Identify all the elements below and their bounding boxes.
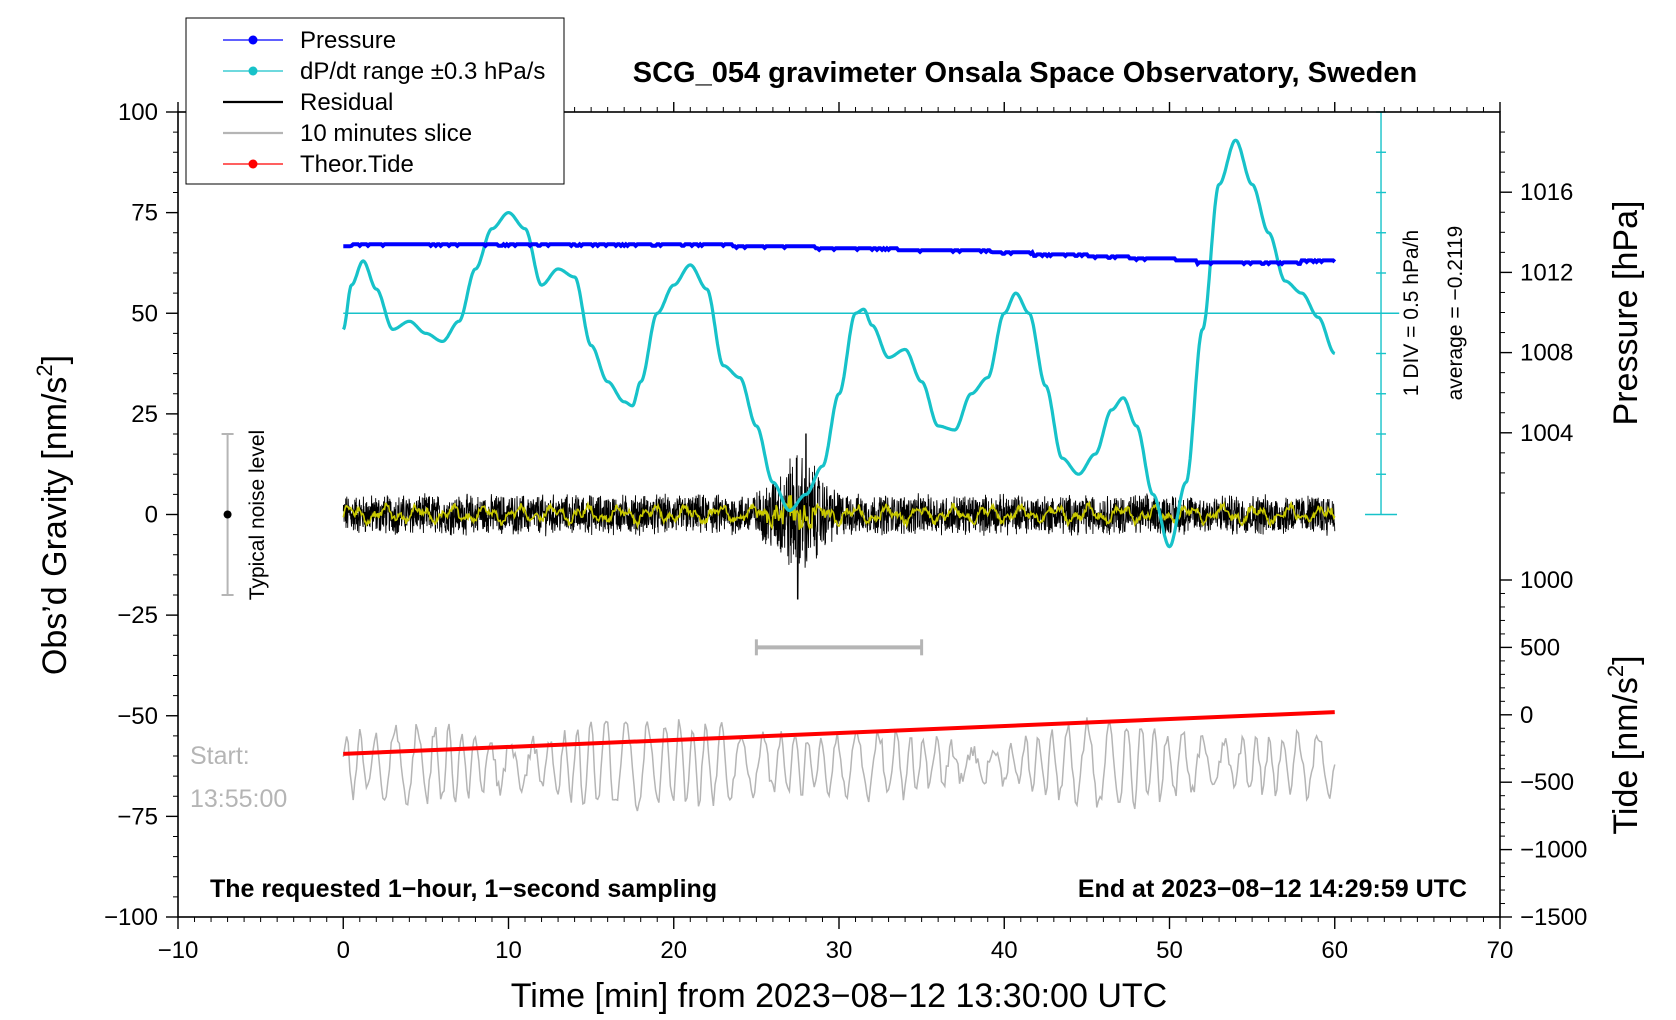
x-tick-label: 10: [495, 937, 522, 964]
legend-label: Theor.Tide: [300, 151, 414, 178]
y-tick-label: 75: [131, 200, 158, 227]
tide-tick-label: −1000: [1520, 837, 1587, 864]
y-axis-label-main: Obs’d Gravity [nm/s: [36, 377, 74, 676]
y-tick-label: −75: [117, 803, 158, 830]
start-time: 13:55:00: [190, 785, 287, 813]
pressure-tick-label: 1016: [1520, 179, 1573, 206]
tide-tick-label: 500: [1520, 634, 1560, 661]
y-axis-label-superscript: 2: [32, 364, 57, 376]
pressure-line: [343, 241, 1337, 268]
x-axis-label: Time [min] from 2023−08−12 13:30:00 UTC: [511, 977, 1167, 1015]
dpdt-average-label: average = −0.2119: [1444, 226, 1467, 401]
y-tick-label: −50: [117, 703, 158, 730]
y-tick-label: 100: [118, 99, 158, 126]
x-tick-label: 0: [337, 937, 350, 964]
y-tick-label: 0: [145, 502, 158, 529]
tide-tick-label: −1500: [1520, 904, 1587, 931]
x-tick-label: 50: [1156, 937, 1183, 964]
y-tick-label: −100: [104, 904, 158, 931]
pressure-tick-label: 1008: [1520, 340, 1573, 367]
legend-marker: [248, 35, 258, 45]
x-tick-label: 30: [826, 937, 853, 964]
noise-level-label: Typical noise level: [246, 430, 269, 600]
legend-label: Pressure: [300, 27, 396, 54]
y-axis-label: Obs’d Gravity [nm/s2]: [32, 355, 74, 675]
series-layer: [221, 111, 1400, 812]
legend-marker: [248, 66, 258, 76]
tide-axis-label-superscript: 2: [1603, 665, 1628, 677]
tide-tick-label: 1000: [1520, 567, 1573, 594]
pressure-axis-label: Pressure [hPa]: [1607, 201, 1645, 426]
legend: Pressure dP/dt range ±0.3 hPa/s Residual 10…: [185, 17, 565, 185]
y-tick-label: 25: [131, 401, 158, 428]
legend-marker: [248, 159, 258, 169]
x-tick-label: 60: [1321, 937, 1348, 964]
tide-tick-label: 0: [1520, 702, 1533, 729]
dpdt-line: [341, 138, 1336, 549]
legend-label: 10 minutes slice: [300, 120, 472, 147]
x-tick-label: 40: [991, 937, 1018, 964]
chart-title: SCG_054 gravimeter Onsala Space Observat…: [633, 57, 1417, 89]
tide-axis-label-main: Tide [nm/s: [1607, 677, 1645, 834]
start-label: Start:: [190, 742, 250, 770]
sampling-annotation: The requested 1−hour, 1−second sampling: [210, 875, 717, 903]
noise-center-dot: [223, 510, 232, 519]
x-tick-label: 70: [1487, 937, 1514, 964]
pressure-tick-label: 1004: [1520, 420, 1573, 447]
y-tick-label: −25: [117, 602, 158, 629]
tide-axis-label: Tide [nm/s2]: [1603, 655, 1645, 834]
end-time-annotation: End at 2023−08−12 14:29:59 UTC: [1078, 875, 1467, 903]
x-tick-label: −10: [158, 937, 199, 964]
dpdt-scale-label: 1 DIV = 0.5 hPa/h: [1400, 230, 1423, 396]
legend-label: Residual: [300, 89, 393, 116]
pressure-tick-label: 1012: [1520, 259, 1573, 286]
y-tick-label: 50: [131, 300, 158, 327]
residual-line: [342, 433, 1336, 600]
theoretical-tide-line: [343, 710, 1335, 756]
tide-tick-label: −500: [1520, 769, 1574, 796]
x-tick-label: 20: [660, 937, 687, 964]
legend-label: dP/dt range ±0.3 hPa/s: [300, 58, 545, 85]
axes-layer: −10 0 10 20 30 40 50 60 70−100−75−50−25025507510…: [104, 99, 1587, 964]
y-axis-label-end: ]: [36, 355, 74, 364]
smoothed-residual-line: [342, 495, 1336, 531]
tide-axis-label-end: ]: [1607, 655, 1645, 664]
